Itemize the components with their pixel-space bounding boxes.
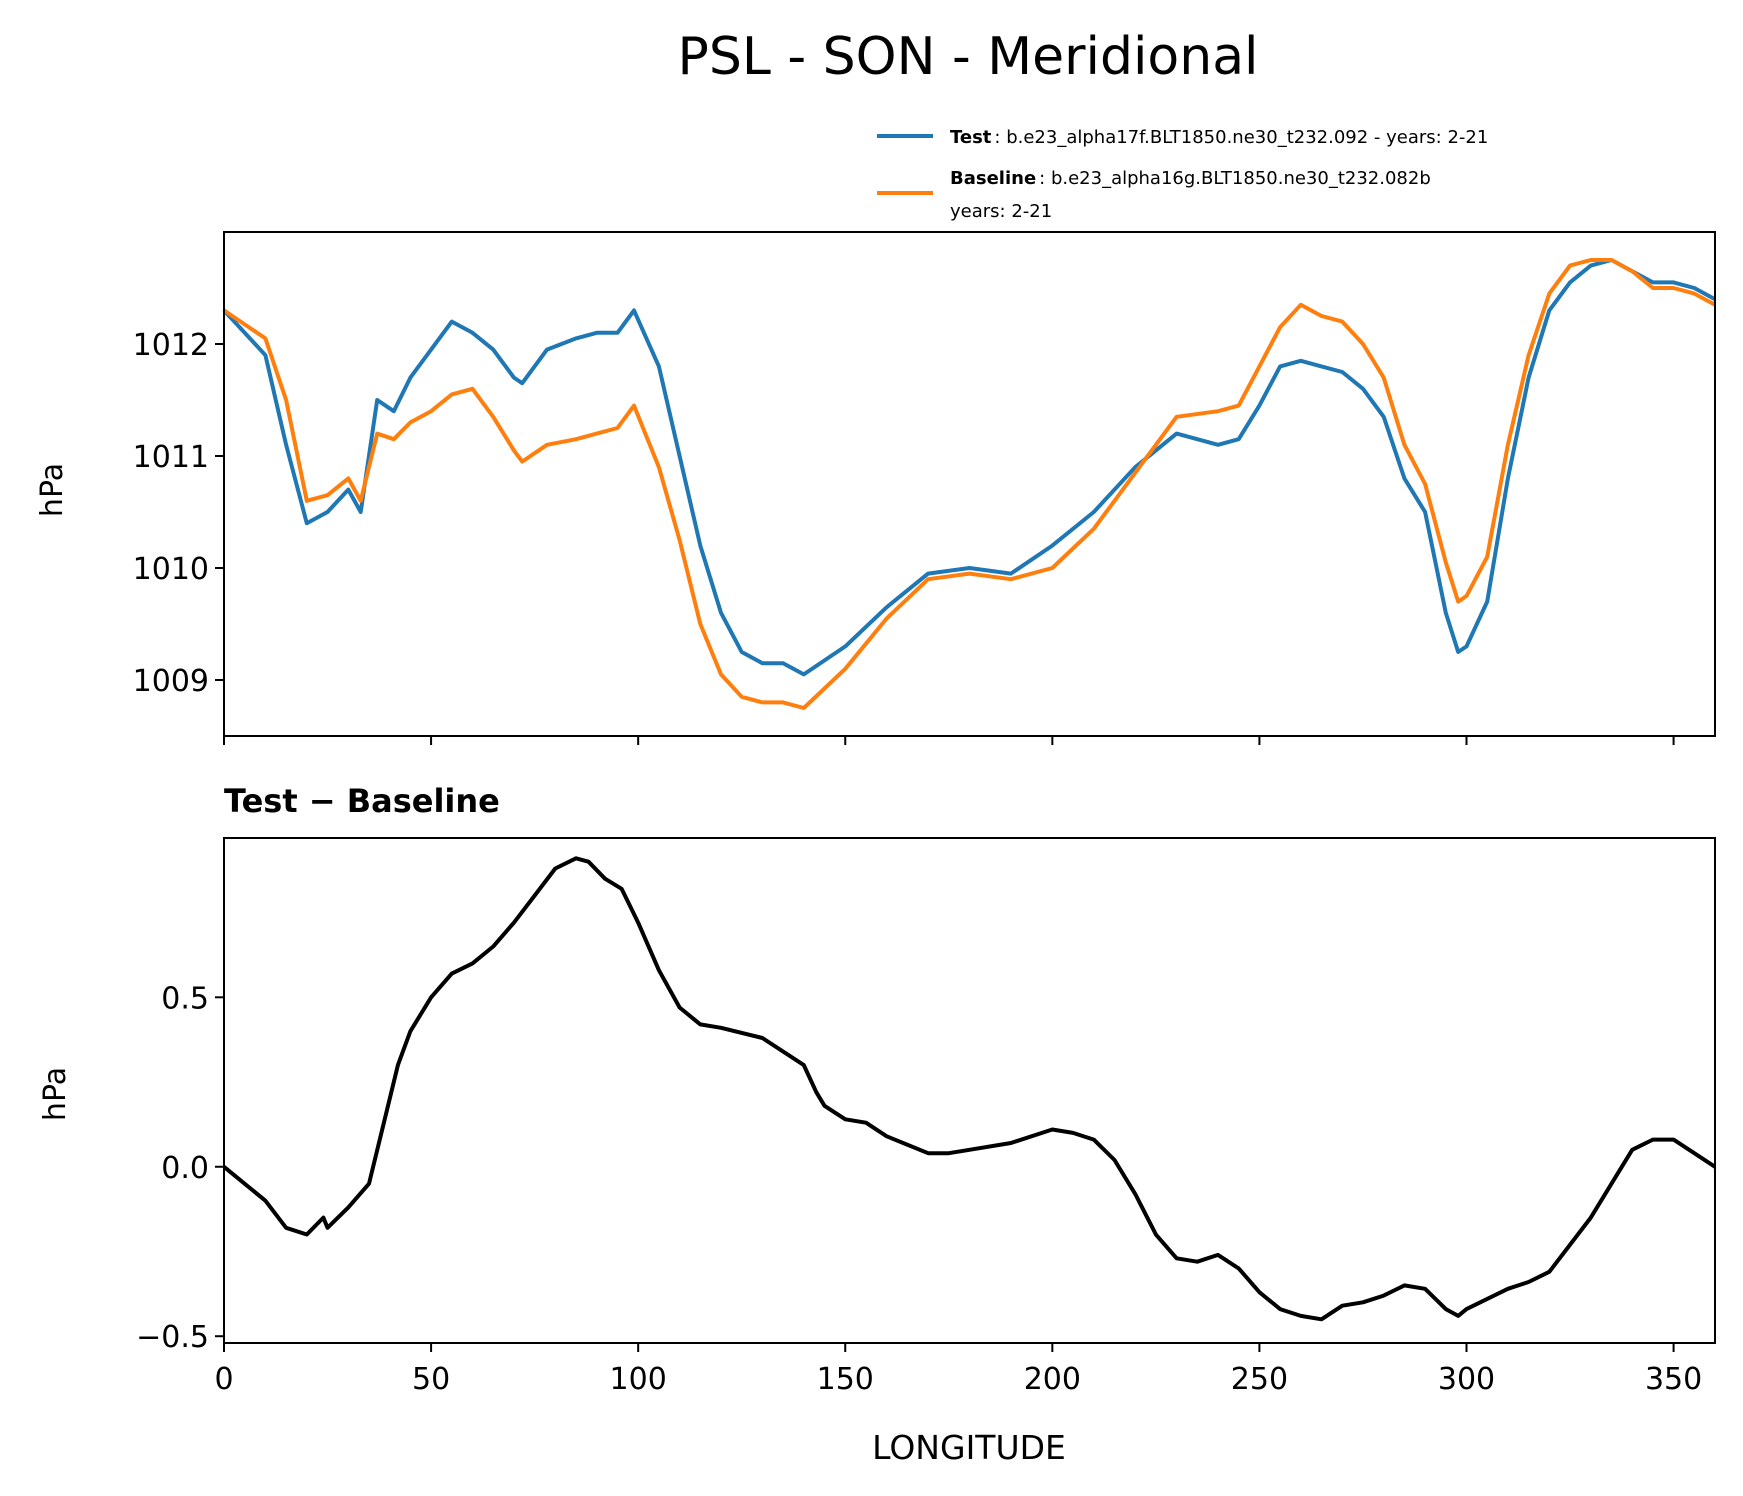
top-y-ticks: 1009 1010 1011 1012 [133,328,224,699]
x-tick-label: 100 [610,1362,667,1397]
legend-test-label: Test [950,127,992,148]
legend-baseline-text: : b.e23_alpha16g.BLT1850.ne30_t232.082b [1039,168,1431,189]
legend-baseline-label: Baseline [950,168,1036,189]
panel-bottom: Test − Baseline −0.5 0.0 0.5 0 50 100 150 200 2… [38,782,1717,1467]
top-axes-frame [223,231,1716,737]
legend: Test: b.e23_alpha17f.BLT1850.ne30_t232.0… [877,127,1488,222]
x-tick-label: 350 [1645,1362,1702,1397]
y-tick-label: 1012 [133,328,209,363]
y-tick-label: 1011 [133,440,209,475]
y-tick-label: 0.0 [161,1151,209,1186]
x-tick-label: 150 [817,1362,874,1397]
panel-top: 1009 1010 1011 1012 hPa [35,231,1716,745]
x-tick-label: 0 [214,1362,233,1397]
legend-test-text: : b.e23_alpha17f.BLT1850.ne30_t232.092 -… [994,127,1488,148]
top-y-axis-label: hPa [35,463,70,517]
legend-baseline-entry: Baseline: b.e23_alpha16g.BLT1850.ne30_t2… [950,168,1431,189]
y-tick-label: 1010 [133,552,209,587]
x-tick-label: 250 [1231,1362,1288,1397]
series-line-difference [222,856,1717,1322]
x-tick-label: 300 [1438,1362,1495,1397]
bottom-panel-title: Test − Baseline [224,782,500,820]
y-tick-label: 1009 [133,664,209,699]
bottom-axes-frame [223,837,1716,1344]
bottom-x-ticks: 0 50 100 150 200 250 300 350 [214,1343,1702,1397]
legend-baseline-text-line2: years: 2-21 [950,201,1052,222]
y-tick-label: 0.5 [161,981,209,1016]
series-line-test [222,258,1716,677]
top-x-ticks [223,736,1675,745]
bottom-y-ticks: −0.5 0.0 0.5 [136,981,224,1355]
legend-test-entry: Test: b.e23_alpha17f.BLT1850.ne30_t232.0… [950,127,1488,148]
y-tick-label: −0.5 [136,1320,209,1355]
x-axis-label: LONGITUDE [872,1428,1066,1467]
figure-title: PSL - SON - Meridional [677,27,1258,87]
x-tick-label: 200 [1024,1362,1081,1397]
series-line-baseline [222,258,1716,710]
bottom-y-axis-label: hPa [38,1067,73,1121]
x-tick-label: 50 [412,1362,450,1397]
